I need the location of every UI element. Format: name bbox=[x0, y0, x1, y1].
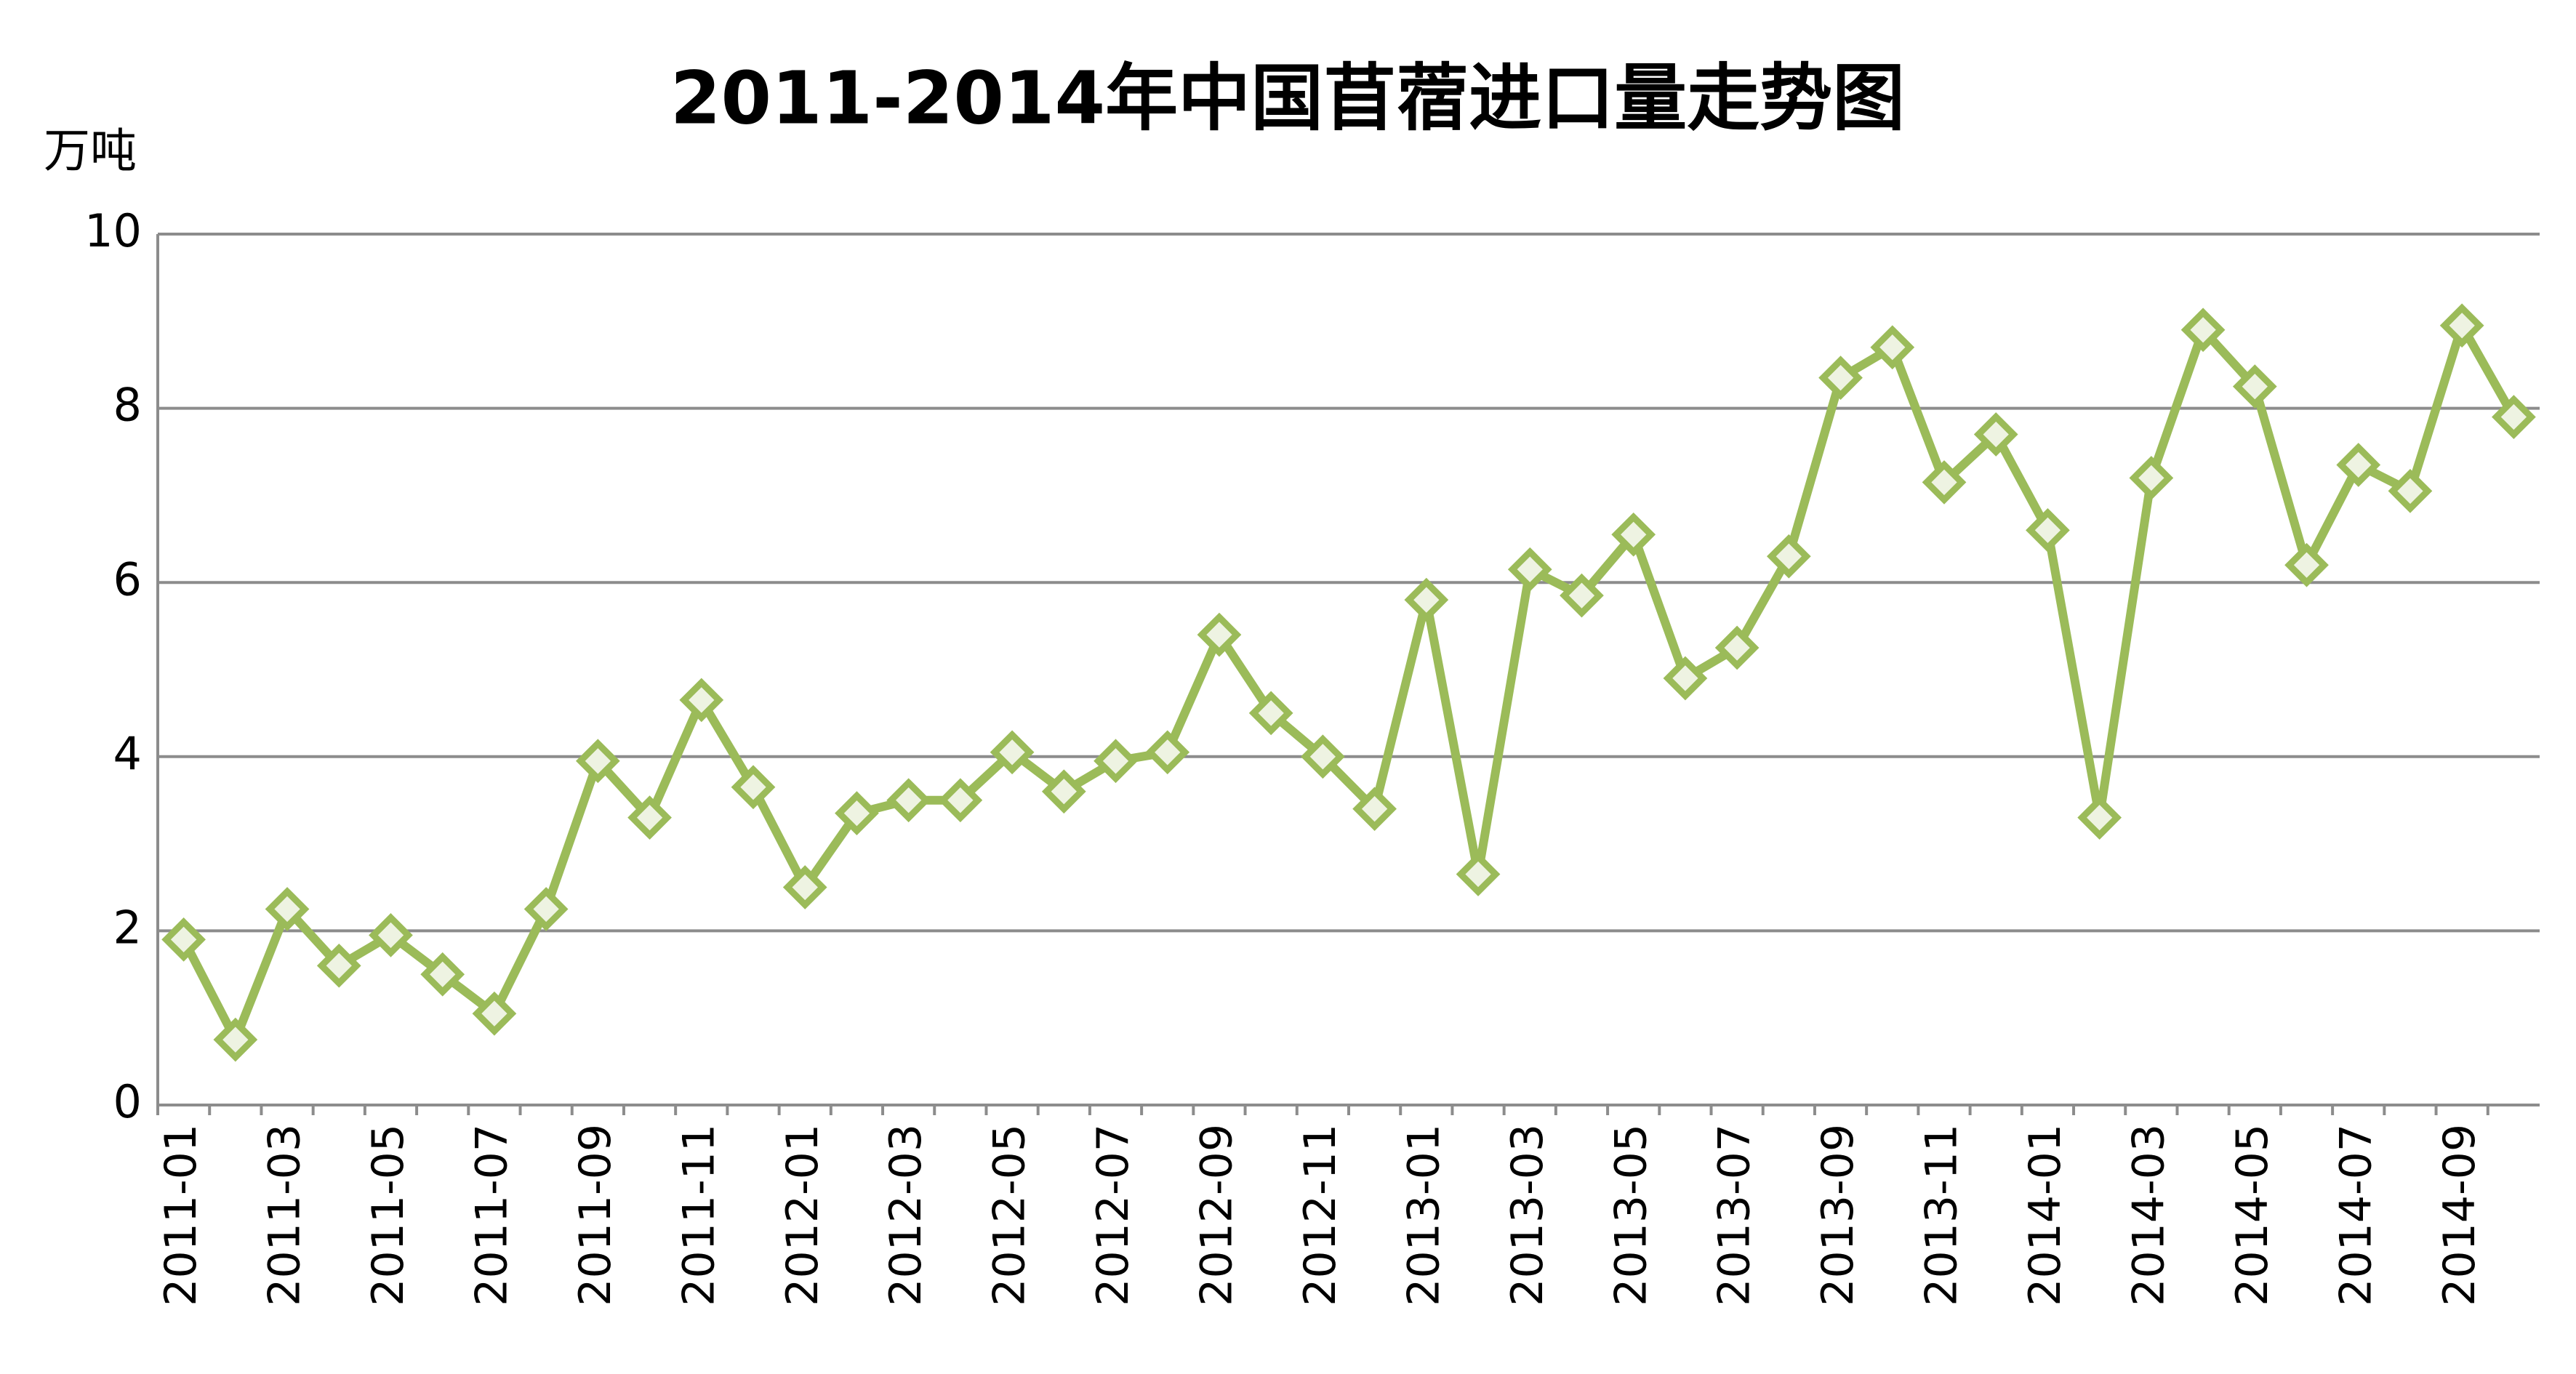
y-tick-label: 0 bbox=[113, 1075, 142, 1128]
marker bbox=[316, 943, 361, 988]
x-tick-label: 2013-03 bbox=[1502, 1124, 1553, 1306]
chart-title: 2011-2014年中国苜蓿进口量走势图 bbox=[670, 55, 1905, 140]
marker bbox=[938, 778, 983, 823]
marker bbox=[2439, 303, 2484, 348]
x-tick-label: 2014-09 bbox=[2434, 1124, 2485, 1306]
x-tick-label: 2013-09 bbox=[1813, 1124, 1863, 1306]
y-tick-label: 2 bbox=[113, 901, 142, 954]
marker bbox=[1301, 734, 1345, 779]
marker bbox=[2180, 308, 2226, 353]
marker bbox=[1818, 355, 1863, 401]
marker bbox=[1404, 577, 1449, 622]
x-tick-label: 2012-09 bbox=[1192, 1124, 1243, 1306]
marker bbox=[1352, 787, 1397, 832]
y-tick-label: 4 bbox=[113, 727, 142, 780]
marker bbox=[420, 952, 465, 997]
marker bbox=[1766, 534, 1811, 579]
marker bbox=[369, 913, 413, 957]
marker bbox=[575, 739, 620, 784]
marker bbox=[835, 791, 879, 836]
marker bbox=[2492, 395, 2536, 439]
x-tick-label: 2014-05 bbox=[2227, 1124, 2278, 1306]
x-tick-label: 2012-05 bbox=[984, 1124, 1035, 1306]
marker bbox=[1507, 547, 1552, 592]
x-tick-label: 2013-01 bbox=[1398, 1124, 1449, 1306]
marker bbox=[1611, 512, 1656, 557]
x-tick-label: 2011-11 bbox=[673, 1124, 724, 1306]
x-tick-label: 2013-05 bbox=[1605, 1124, 1656, 1306]
marker bbox=[1560, 573, 1604, 618]
marker bbox=[2026, 507, 2070, 553]
marker bbox=[2077, 795, 2122, 840]
marker bbox=[1248, 691, 1293, 736]
marker bbox=[1197, 612, 1242, 657]
marker bbox=[731, 765, 776, 810]
marker bbox=[265, 887, 310, 931]
x-tick-label: 2014-03 bbox=[2123, 1124, 2174, 1306]
x-tick-label: 2011-03 bbox=[260, 1124, 310, 1306]
x-tick-label: 2011-01 bbox=[156, 1124, 206, 1306]
marker bbox=[472, 991, 517, 1036]
marker bbox=[1041, 769, 1086, 814]
x-tick-label: 2013-11 bbox=[1917, 1124, 1967, 1306]
marker bbox=[1714, 625, 1760, 670]
marker bbox=[161, 917, 206, 962]
y-axis-label: 万吨 bbox=[44, 125, 137, 179]
x-tick-label: 2011-09 bbox=[570, 1124, 621, 1306]
x-tick-label: 2013-07 bbox=[1709, 1124, 1760, 1306]
marker bbox=[523, 887, 569, 931]
marker bbox=[1870, 325, 1915, 370]
marker bbox=[1663, 656, 1708, 701]
x-tick-label: 2012-07 bbox=[1088, 1124, 1139, 1306]
marker bbox=[213, 1017, 258, 1062]
y-tick-label: 8 bbox=[113, 379, 142, 432]
marker bbox=[1456, 852, 1501, 896]
x-tick-label: 2012-01 bbox=[777, 1124, 828, 1306]
marker bbox=[2232, 364, 2277, 409]
marker bbox=[1094, 739, 1138, 784]
marker bbox=[990, 730, 1035, 775]
x-tick-label: 2012-03 bbox=[880, 1124, 931, 1306]
series-line bbox=[180, 321, 2518, 1045]
marker bbox=[2129, 456, 2174, 500]
x-tick-label: 2012-11 bbox=[1295, 1124, 1346, 1306]
y-tick-label: 6 bbox=[113, 553, 142, 606]
marker bbox=[1145, 730, 1190, 775]
x-tick-label: 2014-07 bbox=[2330, 1124, 2381, 1306]
marker bbox=[2388, 469, 2433, 513]
marker bbox=[1922, 460, 1967, 505]
x-tick-label: 2014-01 bbox=[2020, 1124, 2071, 1306]
x-tick-label: 2011-05 bbox=[363, 1124, 414, 1306]
marker bbox=[679, 678, 724, 723]
marker bbox=[627, 795, 672, 840]
marker bbox=[2336, 443, 2381, 487]
marker bbox=[2284, 542, 2329, 587]
marker bbox=[886, 778, 931, 823]
marker bbox=[1973, 412, 2018, 457]
marker bbox=[782, 865, 827, 909]
x-tick-label: 2011-07 bbox=[467, 1124, 518, 1306]
y-tick-label: 10 bbox=[84, 204, 142, 257]
